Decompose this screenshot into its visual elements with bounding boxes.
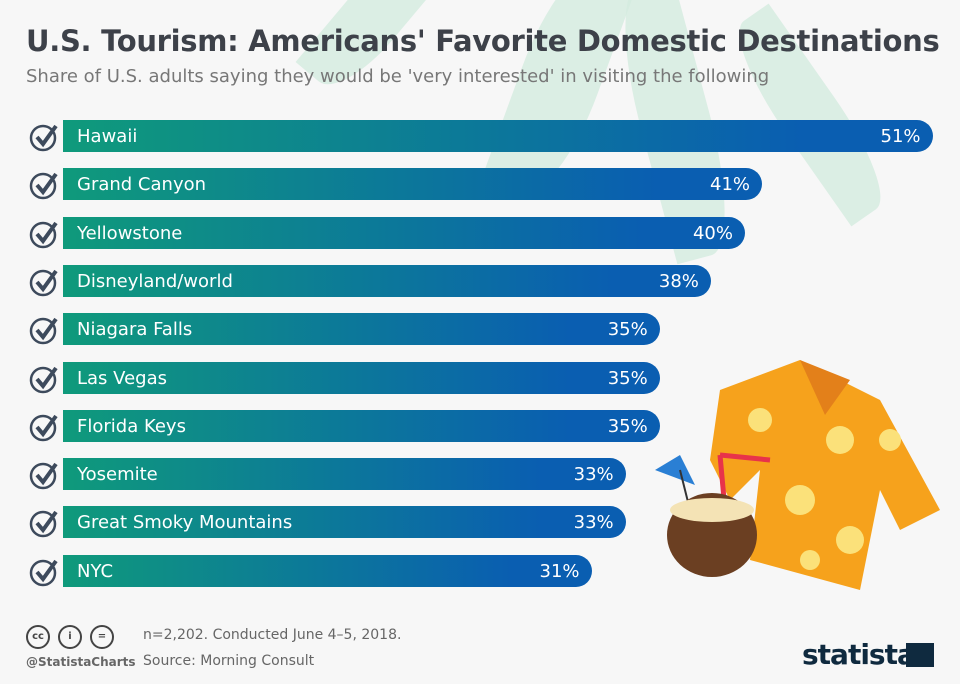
bar-label: Disneyland/world <box>77 270 233 292</box>
chart-title: U.S. Tourism: Americans' Favorite Domest… <box>26 24 940 58</box>
checkmark-icon <box>29 317 58 345</box>
bar: Niagara Falls 35% <box>63 313 660 346</box>
statista-logo-icon <box>906 643 934 667</box>
bar: Las Vegas 35% <box>63 361 660 394</box>
bar-value-label: 51% <box>880 126 921 147</box>
no-derivatives-icon: = <box>90 625 114 649</box>
bar: NYC 31% <box>63 554 592 587</box>
cc-icon: cc <box>26 625 50 649</box>
checkmark-icon <box>29 221 58 248</box>
checkmark-icon <box>29 414 58 442</box>
bar-value-label: 38% <box>658 270 699 292</box>
bar-label: Hawaii <box>77 126 138 147</box>
bar-label: Niagara Falls <box>77 319 193 341</box>
survey-note: n=2,202. Conducted June 4–5, 2018. <box>143 627 402 643</box>
coconut-drink-icon <box>655 452 771 577</box>
bar-value-label: 33% <box>573 464 614 486</box>
coconut-and-shirt-illustration <box>655 360 940 590</box>
statista-logo: statista <box>802 638 916 671</box>
checkmark-icon <box>29 559 58 586</box>
bar-value-label: 33% <box>573 512 614 534</box>
bar-label: NYC <box>77 560 114 582</box>
attribution-icon: i <box>58 625 82 649</box>
bar-value-label: 35% <box>607 367 648 389</box>
bar: Yellowstone 40% <box>63 216 745 249</box>
statista-handle: @StatistaCharts <box>26 655 136 669</box>
bar: Hawaii 51% <box>63 120 933 152</box>
bar-value-label: 35% <box>607 319 648 341</box>
checkmark-icon <box>29 511 58 538</box>
checkmark-icon <box>29 462 58 490</box>
bar: Disneyland/world 38% <box>63 264 711 297</box>
bar-label: Yellowstone <box>77 222 183 244</box>
bar-value-label: 40% <box>692 222 733 244</box>
bar-value-label: 31% <box>539 560 580 582</box>
bar: Florida Keys 35% <box>63 409 660 442</box>
bar-label: Yosemite <box>77 464 158 486</box>
bar: Great Smoky Mountains 33% <box>63 506 626 539</box>
bar-label: Grand Canyon <box>77 174 207 196</box>
bar-value-label: 41% <box>710 174 751 196</box>
checkmark-icon <box>29 124 58 152</box>
bar-label: Great Smoky Mountains <box>77 512 293 534</box>
bar: Grand Canyon 41% <box>63 168 763 201</box>
checkmark-icon <box>29 366 58 393</box>
shirt-icon <box>710 360 940 590</box>
bar-label: Las Vegas <box>77 367 167 389</box>
chart-subtitle: Share of U.S. adults saying they would b… <box>26 66 770 87</box>
source: Source: Morning Consult <box>143 653 315 669</box>
checkmark-icon <box>29 173 58 200</box>
bar: Yosemite 33% <box>63 458 626 491</box>
checkmark-icon <box>29 269 58 297</box>
bar-value-label: 35% <box>607 415 648 437</box>
bar-label: Florida Keys <box>77 415 186 437</box>
